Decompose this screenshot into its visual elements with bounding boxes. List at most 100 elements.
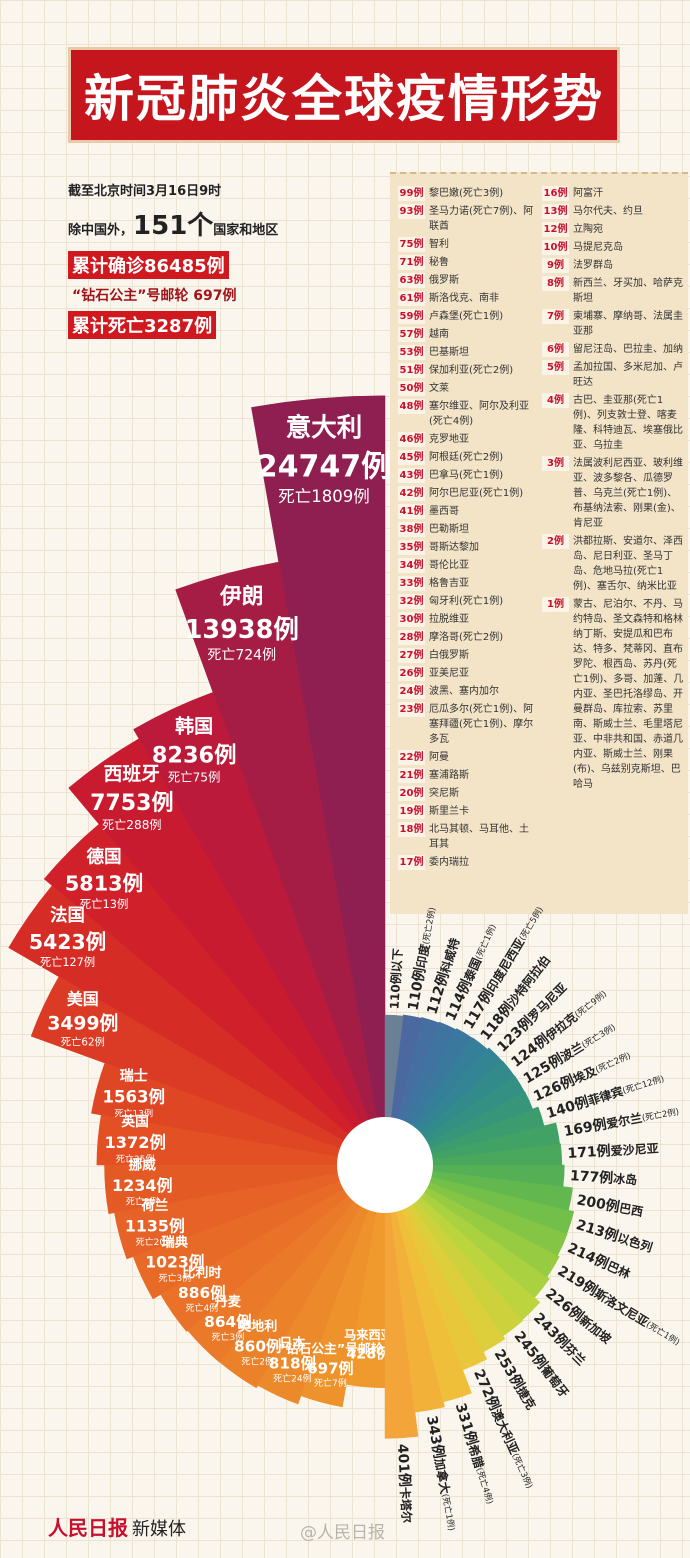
list-entry: 17例 委内瑞拉 <box>398 855 538 870</box>
list-entry: 34例 哥伦比亚 <box>398 558 538 573</box>
country-label: 西班牙 <box>104 762 160 785</box>
list-entry: 51例 保加利亚(死亡2例) <box>398 363 538 378</box>
country-names: 墨西哥 <box>429 506 459 517</box>
case-count: 9例 <box>542 258 569 273</box>
case-count: 16例 <box>542 186 569 201</box>
case-count: 17例 <box>398 855 425 870</box>
case-count: 53例 <box>398 345 425 360</box>
case-count: 21例 <box>398 768 425 783</box>
country-label: 爱尔兰 <box>605 1110 643 1131</box>
death-label: 死亡4例 <box>185 1302 218 1314</box>
case-count: 93例 <box>398 204 425 219</box>
country-label: 意大利 <box>286 413 363 443</box>
country-names: 立陶宛 <box>573 224 603 235</box>
value-label: 860例 <box>234 1336 281 1355</box>
country-label: 比利时 <box>182 1264 221 1281</box>
wedge <box>384 1164 575 1235</box>
country-names: 马提尼克岛 <box>573 242 623 253</box>
value-label: 886例 <box>178 1283 226 1302</box>
value-label: 8236例 <box>152 742 237 768</box>
value-label: 24747例 <box>257 449 391 484</box>
list-entry: 3例 法属波利尼西亚、玻利维亚、波多黎各、瓜德罗普、乌克兰(死亡1例)、布基纳法索… <box>542 456 684 531</box>
country-names: 秘鲁 <box>429 257 449 268</box>
case-count: 50例 <box>398 381 425 396</box>
list-entry: 9例 法罗群岛 <box>542 258 684 273</box>
country-names: 突尼斯 <box>429 788 459 799</box>
country-names: 斯里兰卡 <box>429 806 469 817</box>
country-label-group: 343例加拿大(死亡1例) <box>423 1414 461 1532</box>
country-names: 智利 <box>429 239 449 250</box>
country-names: 哥斯达黎加 <box>429 542 479 553</box>
country-label-group: 200例巴西 <box>575 1191 644 1220</box>
case-count: 13例 <box>542 204 569 219</box>
case-count: 4例 <box>542 393 569 408</box>
country-label: 奥地利 <box>238 1319 277 1335</box>
case-count: 22例 <box>398 750 425 765</box>
country-names: 孟加拉国、多米尼加、卢旺达 <box>573 362 683 388</box>
country-label: 瑞典 <box>162 1234 189 1251</box>
case-count: 99例 <box>398 186 425 201</box>
value-label: 343例 <box>423 1414 448 1460</box>
country-label-group: 401例卡塔尔 <box>394 1443 416 1523</box>
logo-text: 人民日报 <box>48 1516 128 1540</box>
value-label: 1563例 <box>102 1087 164 1107</box>
death-label: (死亡3例) <box>510 1451 535 1490</box>
list-entry: 93例 圣马力诺(死亡7例)、阿联酋 <box>398 204 538 234</box>
wedge <box>384 1164 550 1298</box>
country-label: 110例以下 <box>386 948 405 1010</box>
country-names: 黎巴嫩(死亡3例) <box>429 188 504 199</box>
wedge <box>114 1164 386 1260</box>
death-label: (死亡5例) <box>517 905 546 943</box>
case-count: 57例 <box>398 327 425 342</box>
case-count: 43例 <box>398 468 425 483</box>
value-label: 5423例 <box>29 930 106 954</box>
country-names: 厄瓜多尔(死亡1例)、阿塞拜疆(死亡1例)、摩尔多瓦 <box>429 704 534 745</box>
country-names: 巴拿马(死亡1例) <box>429 470 504 481</box>
case-count: 32例 <box>398 594 425 609</box>
country-names: 格鲁吉亚 <box>429 578 469 589</box>
list-entry: 13例 马尔代夫、约旦 <box>542 204 684 219</box>
list-column: 16例 阿富汗 13例 马尔代夫、约旦 12例 立陶宛 10例 马提尼克岛 9例 法罗群岛 8例 新西… <box>542 186 684 792</box>
list-entry: 41例 墨西哥 <box>398 504 538 519</box>
wedge <box>30 976 386 1166</box>
country-label: 爱沙尼亚 <box>610 1140 659 1158</box>
list-column: 99例 黎巴嫩(死亡3例) 93例 圣马力诺(死亡7例)、阿联酋 75例 智利 71例 秘鲁 6… <box>398 186 538 870</box>
country-names: 留尼汪岛、巴拉圭、加纳 <box>573 344 683 355</box>
country-names: 文莱 <box>429 383 449 394</box>
countries-suffix: 国家和地区 <box>213 223 279 238</box>
death-label: 死亡62例 <box>61 1036 105 1049</box>
country-label: 瑞士 <box>120 1067 148 1084</box>
list-entry: 12例 立陶宛 <box>542 222 684 237</box>
country-label: 以色列 <box>616 1229 655 1254</box>
list-entry: 28例 摩洛哥(死亡2例) <box>398 630 538 645</box>
value-label: 7753例 <box>90 791 173 816</box>
wedge <box>43 823 386 1166</box>
brand: 新媒体 <box>132 1519 186 1540</box>
wedge <box>251 395 386 1166</box>
wedge <box>219 1164 386 1389</box>
death-label: 死亡1809例 <box>278 487 370 506</box>
death-label: 死亡24例 <box>273 1372 311 1384</box>
country-names: 白俄罗斯 <box>429 650 469 661</box>
country-names: 蒙古、尼泊尔、不丹、马约特岛、圣文森特和格林纳丁斯、安提瓜和巴布达、特多、梵蒂冈… <box>573 599 684 790</box>
country-names: 圣马力诺(死亡7例)、阿联酋 <box>429 206 534 232</box>
country-label: 希腊 <box>466 1441 488 1469</box>
case-count: 28例 <box>398 630 425 645</box>
list-entry: 20例 突尼斯 <box>398 786 538 801</box>
country-label: 伊朗 <box>219 585 263 610</box>
death-label: 死亡288例 <box>102 818 162 832</box>
list-entry: 2例 洪都拉斯、安道尔、泽西岛、尼日利亚、圣马丁岛、危地马拉(死亡1例)、塞舌尔、… <box>542 534 684 594</box>
list-entry: 27例 白俄罗斯 <box>398 648 538 663</box>
list-entry: 19例 斯里兰卡 <box>398 804 538 819</box>
country-names: 克罗地亚 <box>429 434 469 445</box>
country-names: 洪都拉斯、安道尔、泽西岛、尼日利亚、圣马丁岛、危地马拉(死亡1例)、塞舌尔、纳米… <box>573 536 683 592</box>
country-label: 巴林 <box>605 1257 633 1281</box>
wedge <box>68 738 386 1166</box>
list-entry: 24例 波黑、塞内加尔 <box>398 684 538 699</box>
country-label-group: 177例冰岛 <box>570 1167 638 1188</box>
case-count: 1例 <box>542 597 569 612</box>
list-entry: 71例 秘鲁 <box>398 255 538 270</box>
case-count: 23例 <box>398 702 425 717</box>
